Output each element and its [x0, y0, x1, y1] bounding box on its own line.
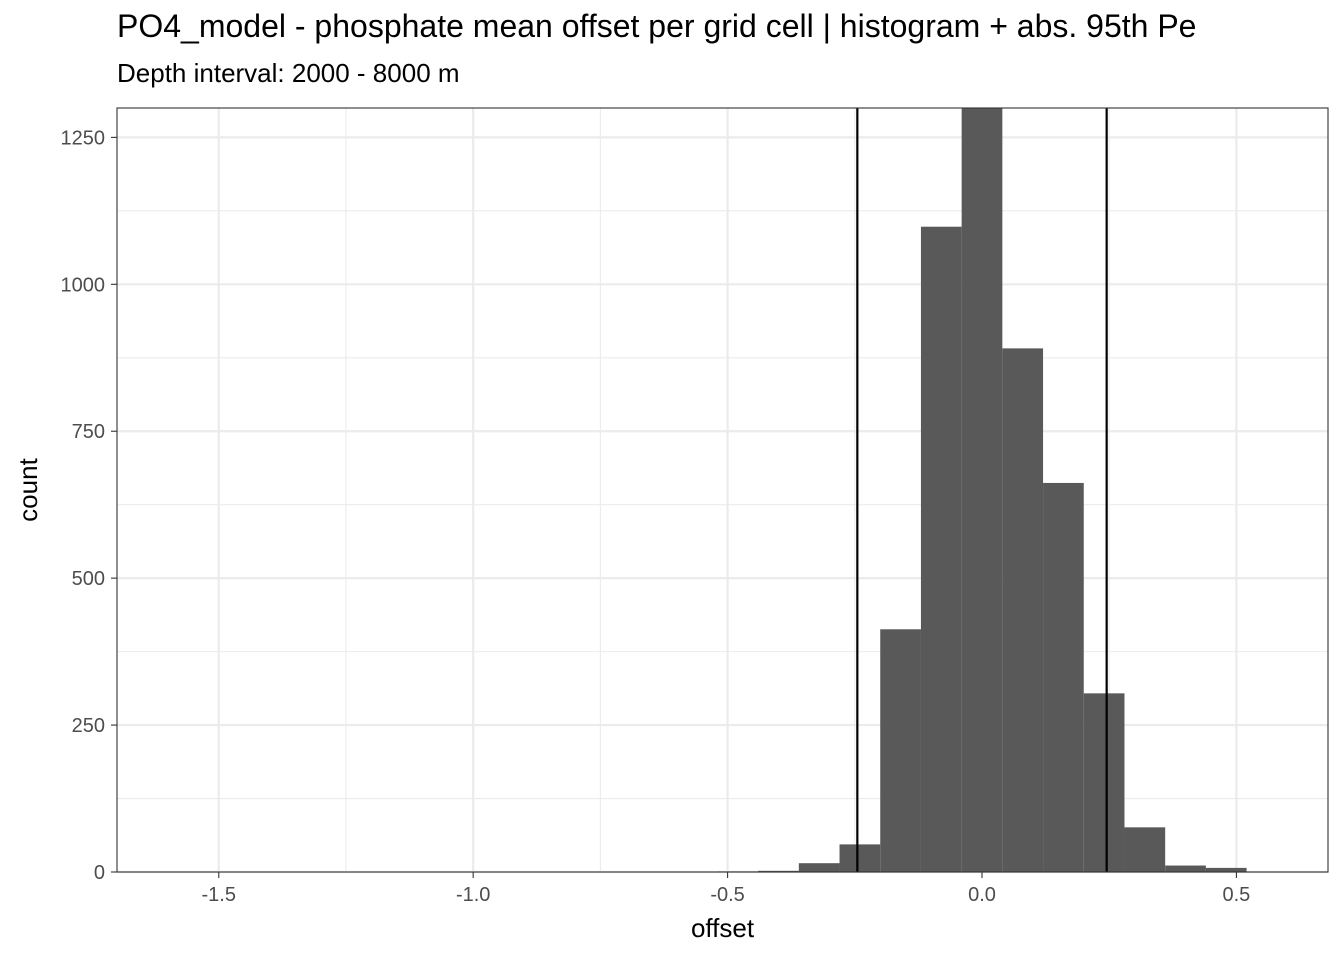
histogram-bar [798, 863, 840, 872]
minor-gridlines [117, 108, 1328, 872]
histogram-bars [717, 108, 1247, 872]
histogram-bar [1002, 348, 1044, 872]
x-tick-label: 0.5 [1223, 884, 1251, 906]
y-axis-ticks: 0 250 500 750 1000 1250 [61, 127, 117, 884]
histogram-bar [1083, 693, 1125, 872]
histogram-bar [839, 844, 881, 872]
percentile-lines [856, 108, 1108, 872]
x-tick-label: -0.5 [710, 884, 744, 906]
chart-subtitle: Depth interval: 2000 - 8000 m [117, 58, 460, 88]
histogram-bar [758, 870, 799, 872]
histogram-bar [961, 108, 1003, 872]
histogram-bar [1165, 865, 1206, 872]
x-axis-ticks: -1.5 -1.0 -0.5 0.0 0.5 [202, 872, 1251, 906]
y-tick-label: 1250 [61, 127, 106, 149]
y-tick-label: 500 [72, 568, 105, 590]
y-tick-label: 750 [72, 421, 105, 443]
x-tick-label: -1.0 [456, 884, 490, 906]
x-tick-label: -1.5 [202, 884, 236, 906]
x-tick-label: 0.0 [968, 884, 996, 906]
y-tick-label: 0 [94, 862, 105, 884]
histogram-bar [1043, 482, 1084, 872]
histogram-bar [1124, 827, 1166, 872]
histogram-bar [880, 629, 921, 872]
chart-title: PO4_model - phosphate mean offset per gr… [117, 8, 1197, 44]
major-gridlines [117, 108, 1328, 874]
y-axis-title: count [13, 457, 43, 521]
x-axis-title: offset [691, 913, 755, 943]
histogram-bar [1205, 867, 1247, 872]
y-tick-label: 250 [72, 715, 105, 737]
y-tick-label: 1000 [61, 274, 106, 296]
histogram-bar [920, 226, 962, 872]
panel-border [116, 107, 1329, 873]
